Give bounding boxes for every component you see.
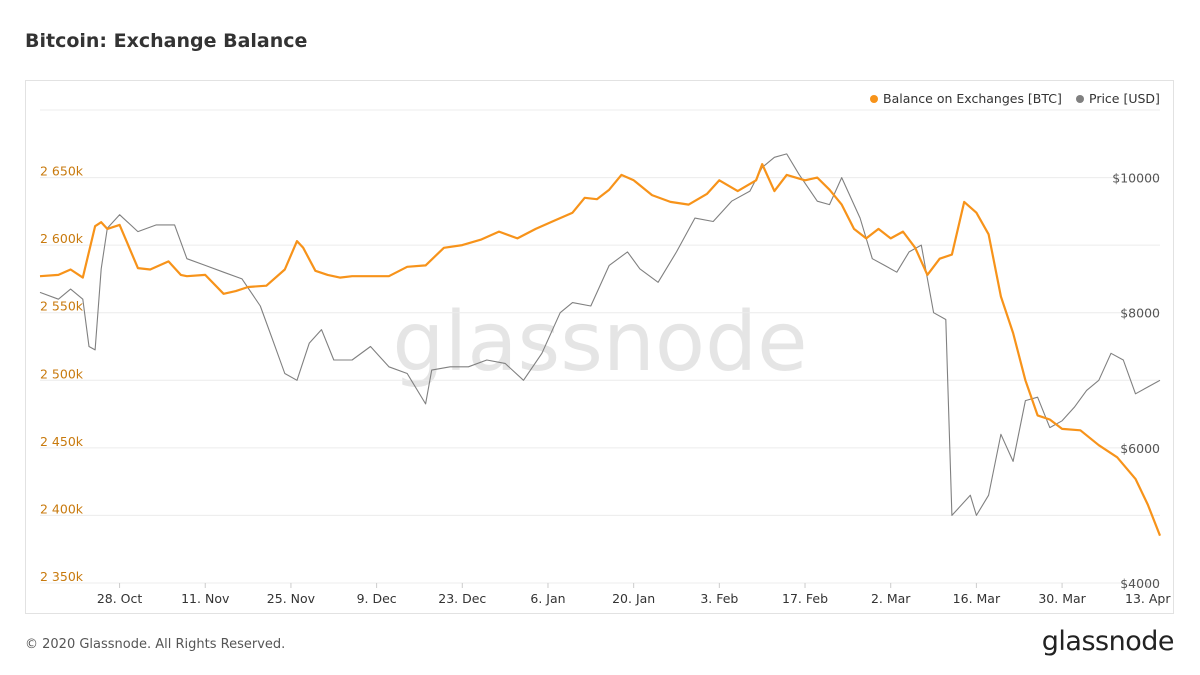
legend-item-balance[interactable]: Balance on Exchanges [BTC] [870, 91, 1062, 106]
y-right-tick-label: $4000 [1120, 576, 1160, 591]
x-tick-label: 17. Feb [782, 591, 828, 606]
x-tick-label: 6. Jan [530, 591, 565, 606]
price-series-line [39, 153, 1161, 516]
x-tick-label: 23. Dec [438, 591, 486, 606]
legend-label: Price [USD] [1089, 91, 1160, 106]
x-tick-label: 9. Dec [357, 591, 397, 606]
y-right-tick-label: $10000 [1112, 171, 1160, 186]
x-tick-label: 30. Mar [1038, 591, 1086, 606]
y-left-tick-label: 2 600k [40, 231, 84, 246]
y-left-tick-label: 2 550k [40, 299, 84, 314]
page-title: Bitcoin: Exchange Balance [25, 30, 308, 52]
y-left-tick-label: 2 450k [40, 434, 84, 449]
x-tick-label: 3. Feb [700, 591, 738, 606]
x-tick-label: 28. Oct [97, 591, 143, 606]
y-axis-right: $4000 $6000 $8000 $10000 [1112, 171, 1160, 591]
legend-marker [1076, 95, 1084, 103]
legend-label: Balance on Exchanges [BTC] [883, 91, 1062, 106]
glassnode-logo[interactable]: glassnode [1041, 626, 1175, 657]
x-axis: 28. Oct 11. Nov 25. Nov 9. Dec 23. Dec 6. Jan… [97, 583, 1171, 606]
balance-series-line [39, 163, 1162, 537]
y-left-tick-label: 2 350k [40, 569, 84, 584]
chart-container [25, 80, 1174, 614]
copyright-footer: © 2020 Glassnode. All Rights Reserved. [25, 637, 286, 652]
y-left-tick-label: 2 650k [40, 164, 84, 179]
y-right-tick-label: $8000 [1120, 306, 1160, 321]
x-tick-label: 2. Mar [871, 591, 911, 606]
x-tick-label: 13. Apr [1125, 591, 1171, 606]
y-left-tick-label: 2 400k [40, 501, 84, 516]
series-lines [39, 153, 1162, 537]
gridlines [40, 109, 1160, 584]
y-left-tick-label: 2 500k [40, 366, 84, 381]
y-axis-left: 2 350k 2 400k 2 450k 2 500k 2 550k 2 600k 2 65… [40, 164, 84, 584]
legend-marker [870, 95, 878, 103]
legend-item-price[interactable]: Price [USD] [1076, 91, 1160, 106]
x-tick-label: 16. Mar [953, 591, 1001, 606]
legend[interactable]: Balance on Exchanges [BTC] Price [USD] [870, 91, 1160, 106]
x-tick-label: 25. Nov [267, 591, 316, 606]
y-right-tick-label: $6000 [1120, 441, 1160, 456]
watermark: glassnode [392, 295, 807, 390]
x-tick-label: 11. Nov [181, 591, 230, 606]
x-tick-label: 20. Jan [612, 591, 655, 606]
